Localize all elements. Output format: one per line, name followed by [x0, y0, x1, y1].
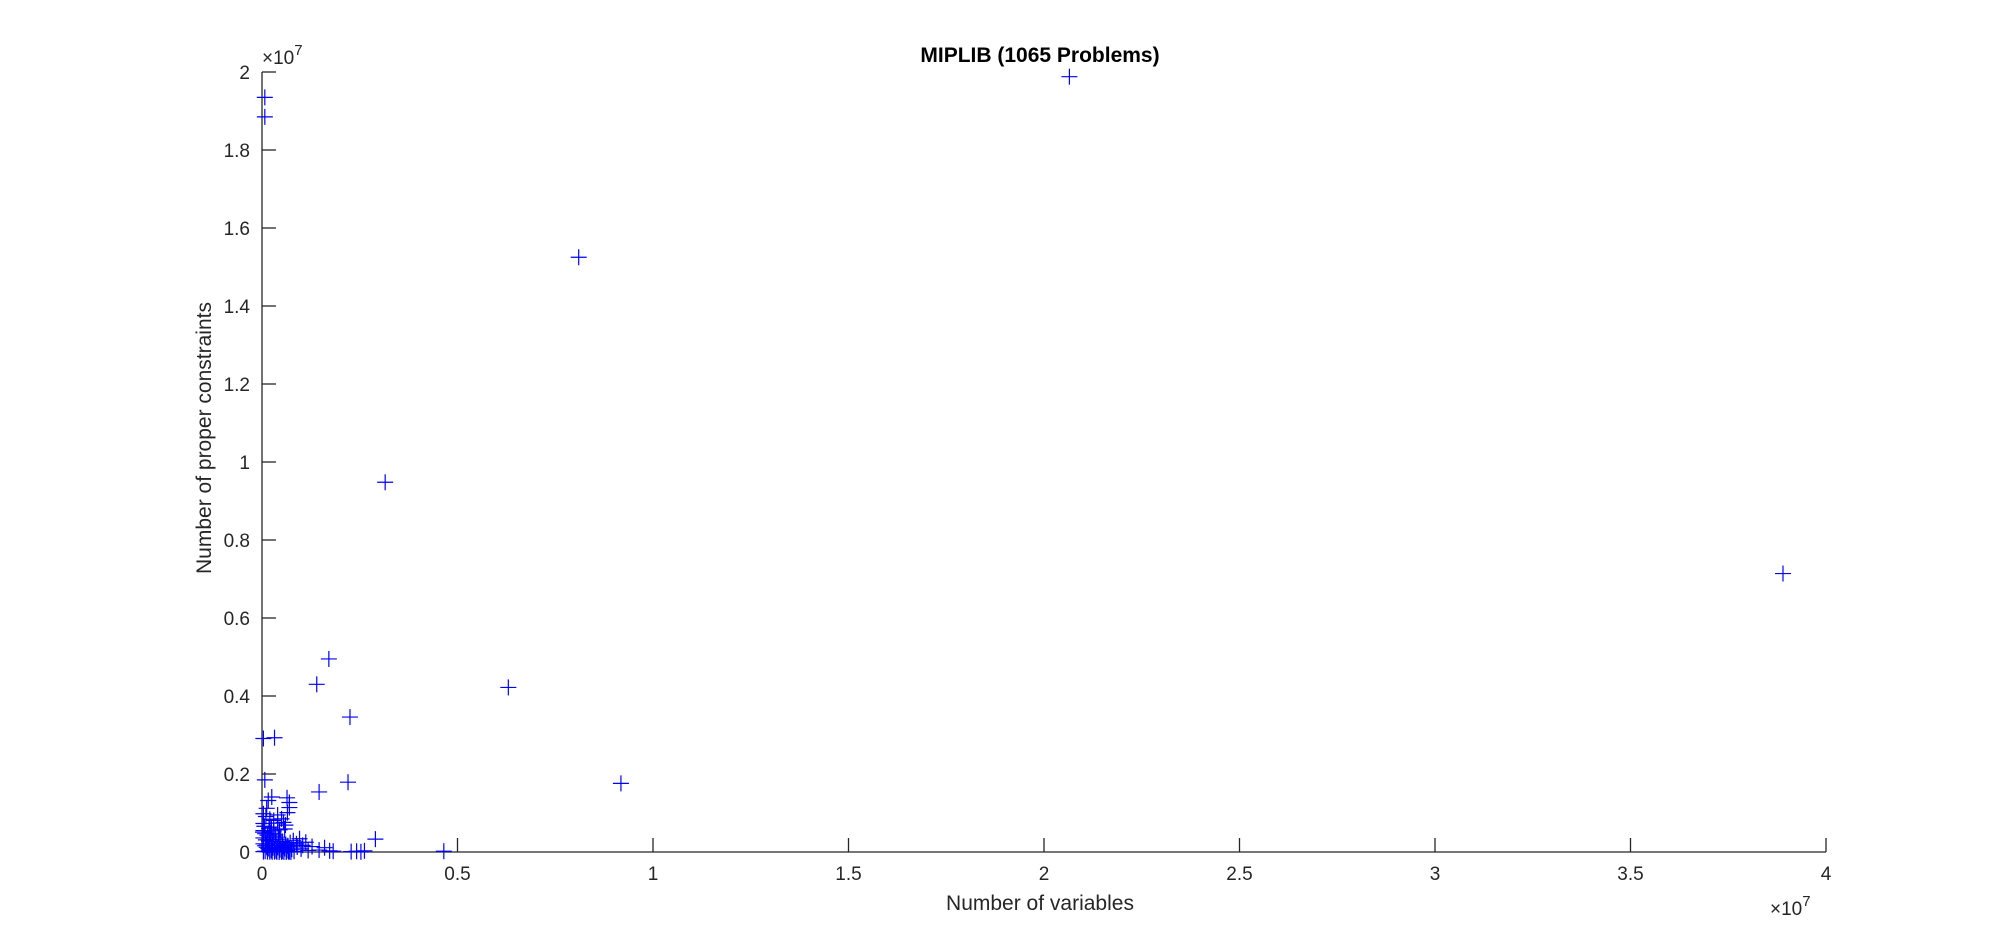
y-tick-label: 2: [239, 63, 250, 84]
data-point: [262, 825, 279, 842]
y-exponent-base: ×10: [262, 48, 294, 69]
data-point: [311, 783, 328, 800]
y-tick-label: 1.2: [224, 375, 250, 396]
data-point: [264, 837, 281, 854]
x-tick-label: 0: [257, 864, 268, 885]
data-point: [256, 89, 273, 106]
x-exponent-base: ×10: [1770, 899, 1802, 920]
data-points: [254, 68, 1791, 860]
data-point: [325, 843, 342, 860]
data-point: [304, 838, 321, 855]
x-tick-label: 3: [1430, 864, 1441, 885]
data-point: [269, 806, 286, 823]
y-tick-label: 0.6: [224, 609, 250, 630]
x-tick-label: 1.5: [835, 864, 861, 885]
data-point: [289, 838, 306, 855]
x-tick-label: 2: [1039, 864, 1050, 885]
y-axis-exponent: ×107: [262, 42, 303, 69]
data-point: [320, 650, 337, 667]
y-tick-label: 1.6: [224, 219, 250, 240]
y-tick-label: 1: [239, 453, 250, 474]
x-axis-label: Number of variables: [946, 892, 1134, 915]
data-point: [293, 840, 310, 857]
data-point: [435, 843, 452, 860]
y-tick-label: 1.4: [224, 297, 251, 318]
data-point: [341, 709, 358, 726]
data-point: [279, 789, 296, 806]
y-axis-label: Number of proper constraints: [193, 302, 216, 574]
x-axis-ticks: 0 0.5 1 1.5 2 2.5 3 3.5 4: [257, 838, 1832, 885]
data-point: [261, 828, 278, 845]
x-tick-label: 4: [1821, 864, 1832, 885]
x-axis-exponent: ×107: [1770, 893, 1811, 920]
data-point: [255, 730, 272, 747]
data-point: [260, 792, 277, 809]
data-point: [255, 822, 272, 839]
x-tick-label: 2.5: [1226, 864, 1252, 885]
data-point: [291, 830, 308, 847]
data-point: [308, 676, 325, 693]
axes: [261, 72, 1826, 853]
data-point: [271, 840, 288, 857]
data-point: [263, 819, 280, 836]
y-exponent-power: 7: [294, 42, 302, 59]
data-point: [356, 842, 373, 859]
x-tick-label: 3.5: [1617, 864, 1643, 885]
data-point: [273, 810, 290, 827]
data-point: [377, 474, 394, 491]
y-tick-label: 0: [239, 843, 250, 864]
y-tick-label: 1.8: [224, 141, 250, 162]
data-point: [275, 838, 292, 855]
data-point: [367, 831, 384, 848]
data-point: [256, 108, 273, 125]
data-point: [340, 774, 357, 791]
data-point: [1061, 68, 1078, 85]
y-tick-label: 0.4: [224, 687, 251, 708]
x-tick-label: 1: [648, 864, 659, 885]
y-axis-ticks: 0 0.2 0.4 0.6 0.8 1 1.2 1.4 1.6 1.8 2: [224, 63, 276, 864]
x-exponent-power: 7: [1802, 893, 1810, 910]
data-point: [570, 249, 587, 266]
data-point: [352, 843, 369, 860]
data-point: [612, 775, 629, 792]
data-point: [257, 808, 274, 825]
data-point: [263, 789, 280, 806]
y-tick-label: 0.8: [224, 531, 250, 552]
data-point: [500, 679, 517, 696]
data-point: [256, 771, 273, 788]
data-point: [266, 729, 283, 746]
data-point: [1774, 565, 1791, 582]
x-tick-label: 0.5: [444, 864, 470, 885]
data-point: [285, 832, 302, 849]
y-tick-label: 0.2: [224, 765, 250, 786]
chart-title: MIPLIB (1065 Problems): [920, 44, 1159, 67]
data-point: [297, 834, 314, 851]
